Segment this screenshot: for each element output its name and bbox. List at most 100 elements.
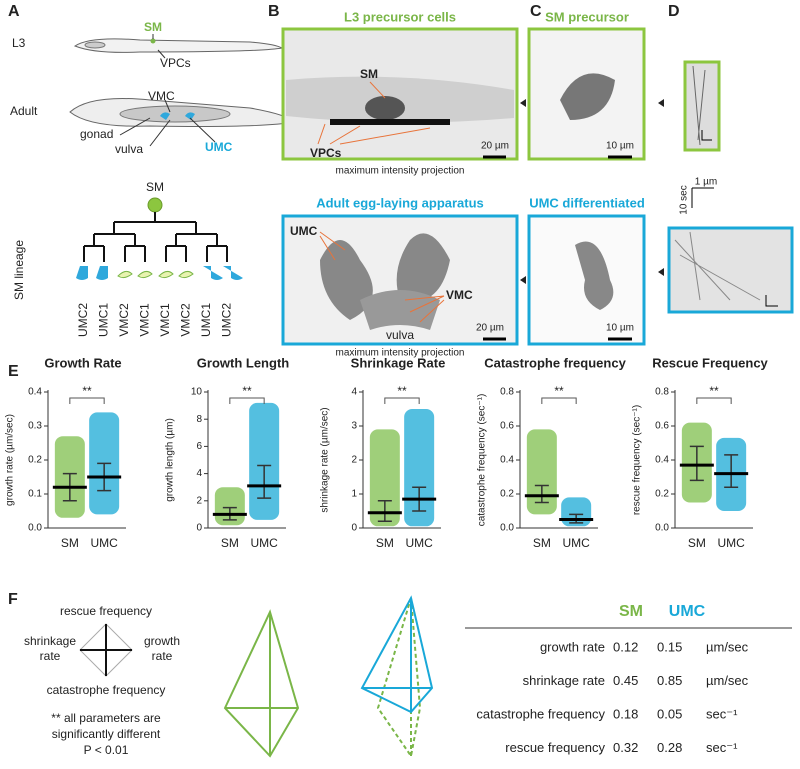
scale-label: 10 sec xyxy=(679,185,690,214)
row-label: growth rate xyxy=(540,639,605,654)
y-tick-label: 2 xyxy=(196,495,202,506)
unit: µm/sec xyxy=(706,639,749,654)
panel-label: A xyxy=(8,3,20,20)
x-tick-label: UMC xyxy=(90,536,118,550)
scale-label: 20 µm xyxy=(476,323,504,334)
caption: maximum intensity projection xyxy=(336,166,465,177)
umc-value: 0.28 xyxy=(657,740,682,755)
significance-bracket xyxy=(541,397,577,404)
significance: ** xyxy=(242,384,252,398)
y-tick-label: 4 xyxy=(196,468,202,479)
row-label: rescue frequency xyxy=(505,740,605,755)
image-title: UMC differentiated xyxy=(529,195,645,210)
chart-title: Growth Rate xyxy=(44,355,121,370)
unit: sec⁻¹ xyxy=(706,706,738,721)
significance-bracket xyxy=(384,397,420,404)
lineage-leaf: VMC2 xyxy=(117,303,131,337)
cell-label: VMC xyxy=(148,89,175,103)
image-label: vulva xyxy=(386,328,414,342)
umc-cells xyxy=(160,112,195,120)
x-tick-label: UMC xyxy=(250,536,278,550)
scale-bar xyxy=(691,187,714,208)
stage-label: L3 xyxy=(12,36,26,50)
lineage-leaf: UMC2 xyxy=(220,303,234,337)
x-tick-label: SM xyxy=(61,536,79,550)
cell-label: SM xyxy=(144,20,162,34)
legend-cross xyxy=(80,624,132,676)
sm-kite xyxy=(223,609,300,758)
panel-label: F xyxy=(8,591,18,608)
significance: ** xyxy=(554,384,564,398)
lineage-root-label: SM xyxy=(146,180,164,194)
iqr-bar xyxy=(534,484,549,504)
caption: maximum intensity projection xyxy=(336,348,465,359)
organ-label: vulva xyxy=(115,142,143,156)
vmc-icons xyxy=(117,270,194,279)
y-axis-label: growth length (µm) xyxy=(165,418,176,502)
organ-label: gonad xyxy=(80,127,113,141)
y-tick-label: 8 xyxy=(196,414,202,425)
pointer xyxy=(317,81,431,145)
y-tick-label: 2 xyxy=(351,455,357,466)
y-axis-label: shrinkage rate (µm/sec) xyxy=(320,407,331,512)
scale-label: 1 µm xyxy=(695,177,717,188)
image-label: SM xyxy=(360,67,378,81)
significance: ** xyxy=(397,384,407,398)
y-axis-label: rescue frequency (sec⁻¹) xyxy=(632,405,643,515)
kymograph xyxy=(667,226,794,314)
significance-bracket xyxy=(229,397,265,404)
lineage-leaf: VMC2 xyxy=(179,303,193,337)
micrograph-content xyxy=(575,241,614,310)
sm-value: 0.12 xyxy=(613,639,638,654)
sm-value: 0.32 xyxy=(613,740,638,755)
y-tick-label: 0.0 xyxy=(28,523,42,534)
lineage-leaf: VMC1 xyxy=(138,303,152,337)
note: ** all parameters are xyxy=(51,711,161,725)
y-axis-label: catastrophe frequency (sec⁻¹) xyxy=(477,394,488,527)
x-tick-label: SM xyxy=(533,536,551,550)
y-tick-label: 0.0 xyxy=(500,523,514,534)
note: P < 0.01 xyxy=(84,743,129,757)
legend-label: growth xyxy=(144,634,180,648)
y-tick-label: 0.6 xyxy=(500,421,514,432)
umc-value: 0.05 xyxy=(657,706,682,721)
legend-label: shrinkage xyxy=(24,634,76,648)
x-tick-label: UMC xyxy=(717,536,745,550)
row-label: shrinkage rate xyxy=(523,673,605,688)
value-range xyxy=(404,409,435,527)
scale-label: 10 µm xyxy=(606,141,634,152)
y-tick-label: 10 xyxy=(191,387,203,398)
panel-label: E xyxy=(8,363,19,380)
value-range xyxy=(526,429,557,515)
image-title: SM precursor xyxy=(545,9,629,24)
image-label: VMC xyxy=(446,288,473,302)
y-tick-label: 0.2 xyxy=(655,489,669,500)
x-tick-label: SM xyxy=(688,536,706,550)
y-tick-label: 0.3 xyxy=(28,421,42,432)
umc-kite xyxy=(360,595,434,714)
y-tick-label: 0.4 xyxy=(655,455,669,466)
row-label: catastrophe frequency xyxy=(476,706,605,721)
micrograph-content xyxy=(360,290,440,330)
panel-label: B xyxy=(268,3,280,20)
y-tick-label: 0.6 xyxy=(655,421,669,432)
value-range xyxy=(369,429,400,527)
sm-value: 0.18 xyxy=(613,706,638,721)
unit: sec⁻¹ xyxy=(706,740,738,755)
iqr-bar xyxy=(377,500,392,522)
umc-value: 0.15 xyxy=(657,639,682,654)
y-tick-label: 4 xyxy=(351,387,357,398)
chart-title: Rescue Frequency xyxy=(652,355,768,370)
scale-marker xyxy=(701,130,712,141)
sm-cell xyxy=(150,38,156,44)
value-range xyxy=(249,402,280,520)
x-tick-label: SM xyxy=(376,536,394,550)
pointer xyxy=(319,231,445,323)
iqr-bar xyxy=(724,454,739,488)
y-tick-label: 0.0 xyxy=(655,523,669,534)
lineage-leaf: UMC1 xyxy=(199,303,213,337)
micrograph-content xyxy=(365,96,405,120)
pointer xyxy=(157,49,166,59)
legend-label: rate xyxy=(152,649,173,663)
